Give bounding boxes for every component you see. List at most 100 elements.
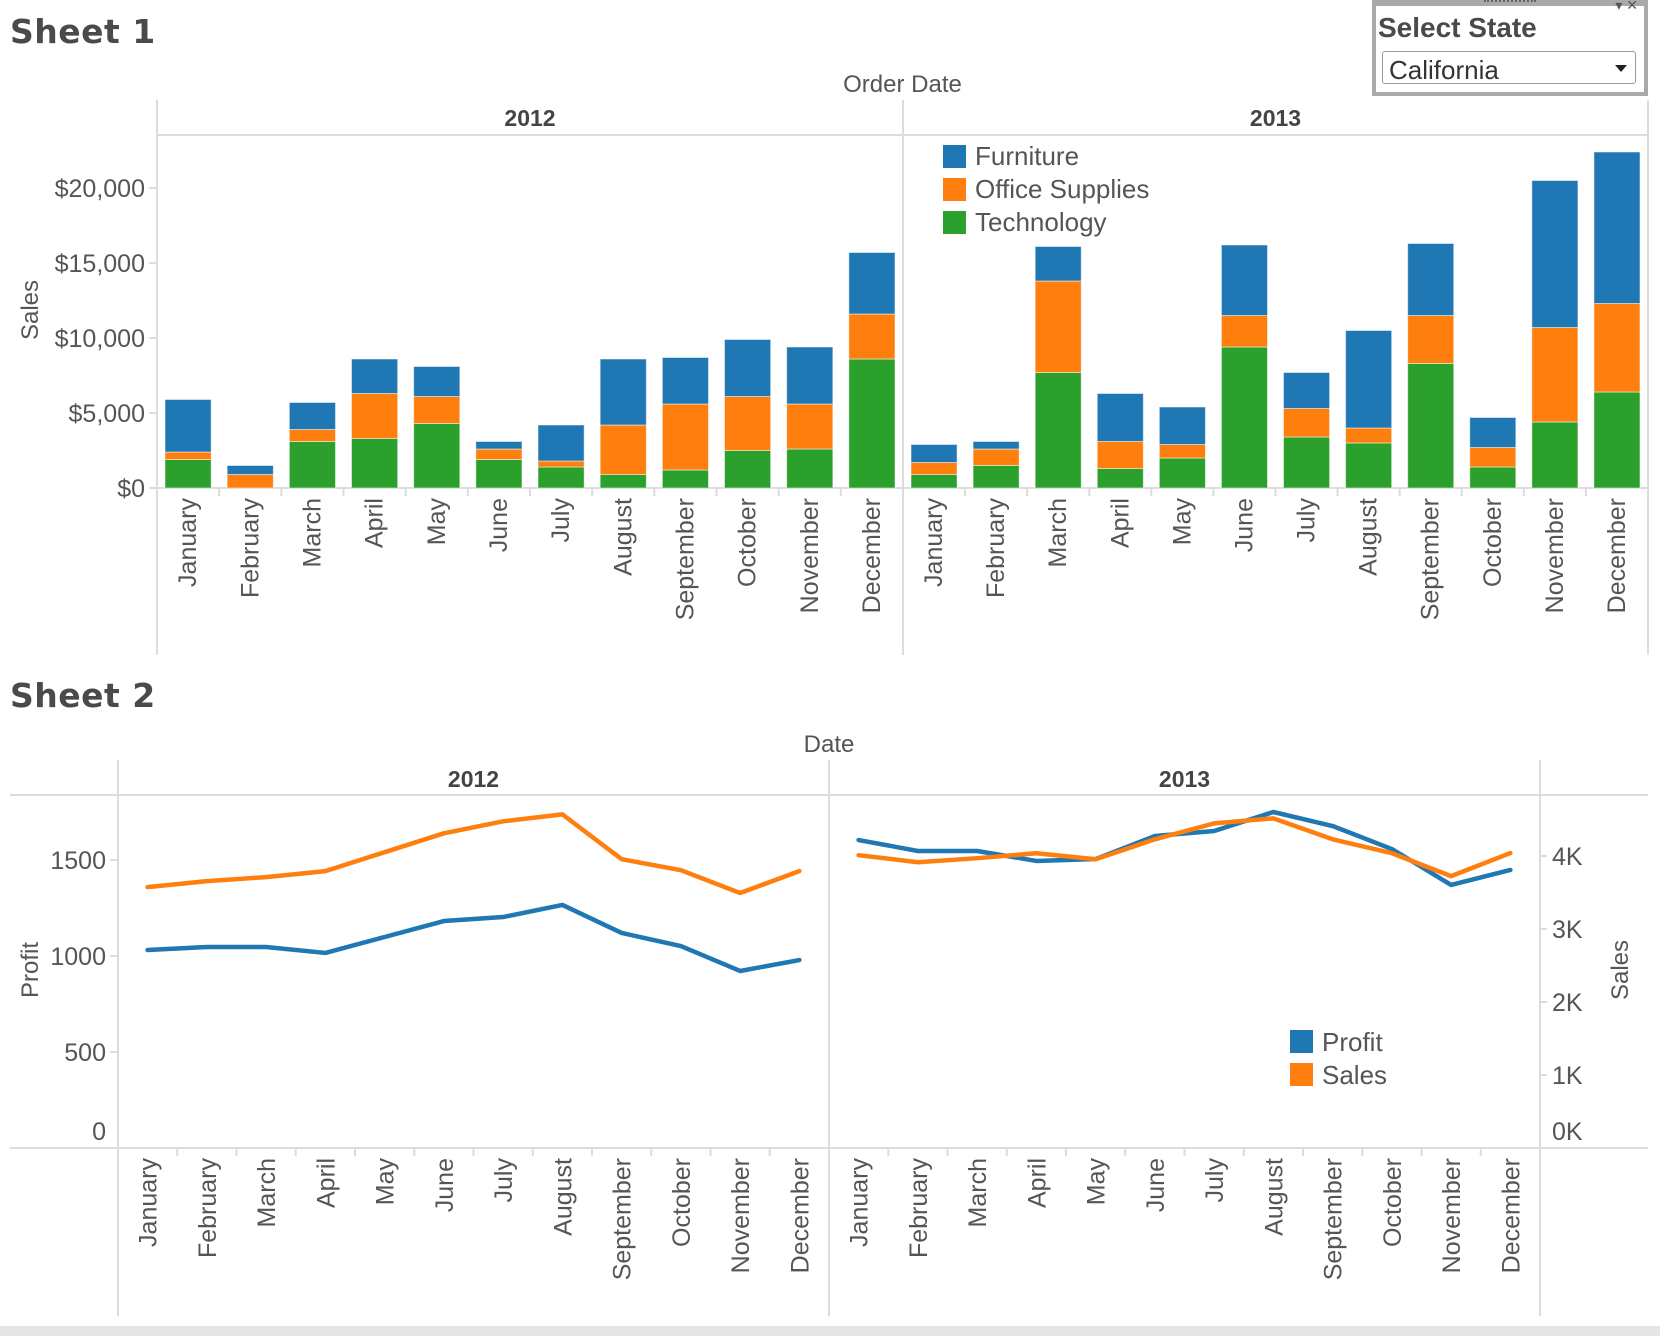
legend-swatch-sales	[1290, 1063, 1313, 1086]
year-header-2012: 2012	[448, 766, 499, 792]
x-tick-label: December	[1497, 1158, 1525, 1273]
bar-office-supplies-november-2013	[1531, 327, 1579, 423]
year-header-2013: 2013	[1159, 766, 1210, 792]
bar-office-supplies-october-2012	[724, 396, 772, 451]
x-tick-label: October	[1479, 498, 1507, 587]
stacked-bar-chart: Order Date 2012 2013 $0 $5,000 $10,000 $15,000…	[17, 71, 1649, 655]
x-tick-label: January	[135, 1158, 163, 1247]
state-dropdown[interactable]: California	[1382, 51, 1636, 85]
x-tick-label: December	[858, 498, 886, 613]
y-right-axis-title: Sales	[1607, 940, 1634, 1000]
bar-furniture-january-2012	[164, 399, 212, 453]
y-axis-title: Sales	[17, 280, 44, 340]
x-tick-label: June	[485, 498, 513, 552]
legend-label-office-supplies: Office Supplies	[975, 174, 1149, 204]
legend-label-furniture: Furniture	[975, 141, 1079, 171]
bar-office-supplies-august-2012	[599, 424, 647, 475]
y-left-tick-label: 1500	[50, 847, 106, 875]
x-tick-label: September	[1417, 498, 1445, 620]
chevron-down-icon	[1615, 65, 1627, 72]
y-tick-label: $20,000	[55, 175, 145, 203]
state-filter-card: ▾ ✕ Select State California	[1372, 0, 1648, 96]
bar-furniture-september-2013	[1407, 243, 1455, 316]
x-tick-label: March	[298, 498, 326, 567]
y-tick-label: $0	[117, 475, 145, 503]
y-right-tick-label: 0K	[1552, 1118, 1583, 1146]
legend-swatch-profit	[1290, 1030, 1313, 1053]
y-left-tick-label: 1000	[50, 943, 106, 971]
bar-furniture-august-2013	[1345, 330, 1393, 429]
bar-furniture-december-2012	[848, 252, 896, 315]
bar-furniture-august-2012	[599, 358, 647, 426]
bar-furniture-march-2012	[288, 402, 337, 430]
bar-furniture-october-2013	[1469, 417, 1517, 448]
bar-office-supplies-september-2012	[661, 403, 709, 471]
y-right-tick-label: 2K	[1552, 989, 1583, 1017]
x-tick-label: January	[174, 498, 202, 587]
x-tick-label: December	[1603, 498, 1631, 613]
x-tick-label: December	[786, 1158, 814, 1273]
line-sales-2013	[856, 816, 1513, 879]
y-left-tick-label: 500	[64, 1039, 106, 1067]
legend-label-technology: Technology	[975, 207, 1107, 237]
card-menu-icon[interactable]: ▾	[1615, 0, 1623, 13]
x-tick-label: May	[1168, 498, 1196, 546]
x-tick-label: July	[490, 1158, 518, 1203]
x-tick-label: May	[372, 1158, 400, 1206]
x-tick-label: April	[312, 1158, 340, 1208]
state-dropdown-value: California	[1389, 55, 1499, 85]
bar-technology-may-2013	[1158, 457, 1206, 489]
bar-furniture-february-2012	[226, 465, 274, 475]
x-tick-label: January	[920, 498, 948, 587]
sheet2-title: Sheet 2	[10, 676, 156, 715]
bar-furniture-july-2012	[537, 424, 585, 462]
legend-label-sales: Sales	[1322, 1060, 1387, 1090]
line-sales-2012	[145, 812, 802, 896]
line-profit-2013	[856, 809, 1513, 888]
y-left-axis-title: Profit	[17, 942, 44, 998]
bar-technology-november-2012	[786, 448, 834, 489]
x-tick-label: August	[1355, 498, 1383, 576]
horizontal-scrollbar-track[interactable]	[0, 1326, 1660, 1336]
bar-furniture-june-2013	[1220, 244, 1268, 316]
bar-furniture-may-2012	[413, 366, 461, 397]
legend-swatch-furniture	[943, 145, 966, 168]
x-tick-label: July	[1293, 498, 1321, 543]
filter-title: Select State	[1378, 12, 1537, 43]
bar-furniture-november-2012	[786, 346, 834, 405]
bar-furniture-february-2013	[972, 441, 1020, 450]
bar-technology-march-2012	[288, 441, 337, 489]
bar-technology-january-2012	[164, 459, 212, 489]
y-tick-label: $15,000	[55, 250, 145, 278]
legend-label-profit: Profit	[1322, 1027, 1383, 1057]
x-tick-label: February	[982, 498, 1010, 599]
x-tick-label: July	[547, 498, 575, 543]
column-header-label: Order Date	[843, 71, 962, 98]
bar-technology-may-2012	[413, 423, 461, 489]
filter-card-controls: ▾ ✕	[1615, 0, 1638, 14]
bar-furniture-january-2013	[910, 444, 958, 463]
bar-office-supplies-december-2012	[848, 313, 896, 360]
x-tick-label: January	[846, 1158, 874, 1247]
bar-office-supplies-march-2013	[1034, 280, 1082, 373]
close-icon[interactable]: ✕	[1626, 0, 1638, 13]
bar-technology-april-2012	[351, 438, 399, 489]
y-right-tick-label: 4K	[1552, 843, 1583, 871]
drag-handle-icon[interactable]	[1484, 0, 1536, 6]
x-tick-label: October	[668, 1158, 696, 1247]
bar-technology-july-2013	[1283, 436, 1331, 489]
x-tick-label: September	[671, 498, 699, 620]
x-tick-label: May	[1083, 1158, 1111, 1206]
x-tick-label: November	[796, 498, 824, 613]
bar-furniture-december-2013	[1593, 151, 1641, 304]
y-tick-label: $5,000	[69, 400, 145, 428]
x-tick-label: November	[1541, 498, 1569, 613]
x-tick-label: October	[734, 498, 762, 587]
x-tick-label: June	[431, 1158, 459, 1212]
bar-furniture-may-2013	[1158, 406, 1206, 445]
bar-technology-august-2013	[1345, 442, 1393, 489]
bar-technology-november-2013	[1531, 421, 1579, 489]
bar-furniture-april-2012	[351, 358, 399, 394]
x-tick-label: March	[253, 1158, 281, 1227]
